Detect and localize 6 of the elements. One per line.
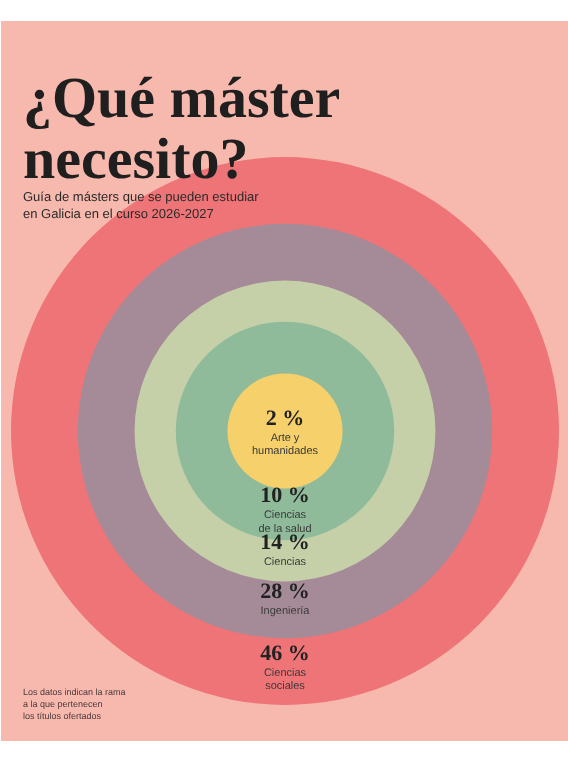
data-label: 14 % — [260, 530, 310, 555]
data-label: 28 % — [260, 579, 310, 604]
text: ¿Qué máster necesito? — [23, 67, 341, 192]
data-label: 10 % — [260, 484, 310, 509]
data-label: 46 % — [260, 641, 310, 666]
data-label: 2 % — [265, 407, 305, 431]
